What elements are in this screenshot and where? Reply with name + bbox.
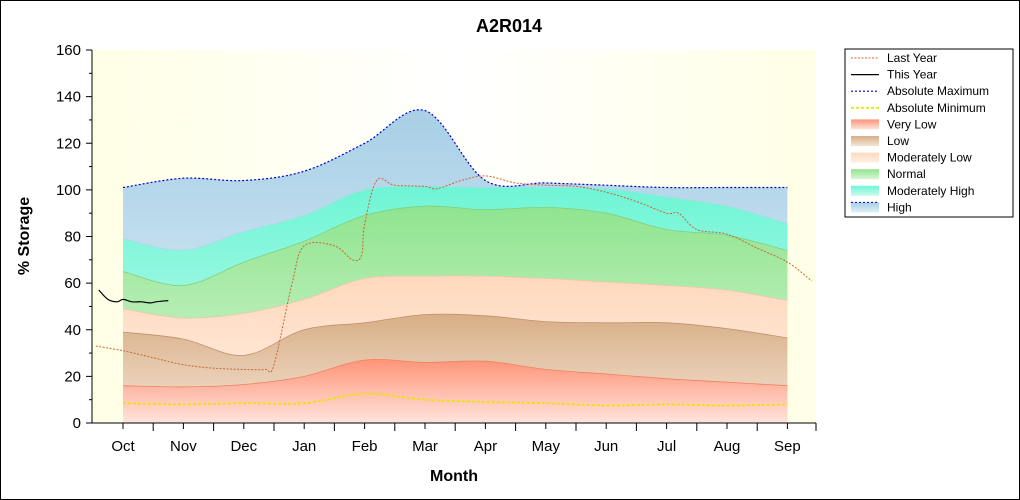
- legend: Last Year This Year Absolute Maximum Absolu…: [844, 48, 1014, 218]
- y-axis-title: % Storage: [16, 197, 33, 275]
- absolute-maximum-line: [122, 109, 788, 189]
- legend-label-high: High: [887, 200, 912, 214]
- y-tick-label: 40: [64, 322, 81, 339]
- boundary-moderately-high-top: [122, 185, 788, 251]
- y-tick-label: 60: [64, 275, 81, 292]
- x-tick-label: Feb: [352, 438, 378, 455]
- legend-label-moderately-low: Moderately Low: [887, 151, 972, 165]
- legend-swatch-moderately-low: [851, 152, 879, 163]
- chart-title: A2R014: [476, 16, 542, 36]
- y-tick-label: 160: [56, 42, 81, 59]
- x-tick-label: Jul: [657, 438, 676, 455]
- x-ticks: Oct Nov Dec Jan Feb Mar Apr May Jun Jul Aug Sep: [111, 423, 801, 455]
- y-tick-label: 120: [56, 135, 81, 152]
- y-tick-label: 140: [56, 89, 81, 106]
- x-tick-label: Mar: [412, 438, 438, 455]
- x-tick-label: Aug: [714, 438, 741, 455]
- legend-label-absolute-minimum: Absolute Minimum: [887, 101, 986, 115]
- x-tick-label: Apr: [474, 438, 497, 455]
- legend-swatch-high: [851, 202, 879, 213]
- y-ticks: 0 20 40 60 80 100 120 140 160: [56, 42, 92, 432]
- boundary-low-top: [122, 313, 788, 356]
- y-tick-label: 0: [73, 415, 81, 432]
- storage-bands: [122, 109, 788, 423]
- legend-label-absolute-maximum: Absolute Maximum: [887, 84, 989, 98]
- x-tick-label: Jun: [594, 438, 618, 455]
- x-tick-label: May: [532, 438, 561, 455]
- legend-swatch-normal: [851, 169, 879, 180]
- x-tick-label: Nov: [170, 438, 197, 455]
- legend-label-this-year: This Year: [887, 68, 937, 82]
- legend-swatch-moderately-high: [851, 185, 879, 196]
- boundary-very-low-top: [122, 359, 788, 388]
- y-tick-label: 80: [64, 229, 81, 246]
- x-tick-label: Jan: [292, 438, 316, 455]
- legend-swatch-very-low: [851, 119, 879, 130]
- data-lines: [95, 109, 812, 407]
- x-tick-label: Sep: [774, 438, 801, 455]
- legend-swatch-low: [851, 136, 879, 146]
- absolute-minimum-line: [122, 392, 788, 407]
- y-tick-label: 100: [56, 182, 81, 199]
- legend-label-low: Low: [887, 134, 909, 148]
- last-year-line: [95, 175, 812, 373]
- legend-label-normal: Normal: [887, 167, 926, 181]
- boundary-normal-top: [122, 205, 788, 286]
- legend-label-last-year: Last Year: [887, 51, 937, 65]
- boundary-moderately-low-top: [122, 275, 788, 319]
- x-tick-label: Dec: [230, 438, 257, 455]
- x-tick-label: Oct: [111, 438, 135, 455]
- y-tick-label: 20: [64, 368, 81, 385]
- this-year-line: [98, 289, 169, 304]
- legend-label-very-low: Very Low: [887, 117, 937, 131]
- x-axis-title: Month: [430, 468, 478, 485]
- legend-label-moderately-high: Moderately High: [887, 184, 974, 198]
